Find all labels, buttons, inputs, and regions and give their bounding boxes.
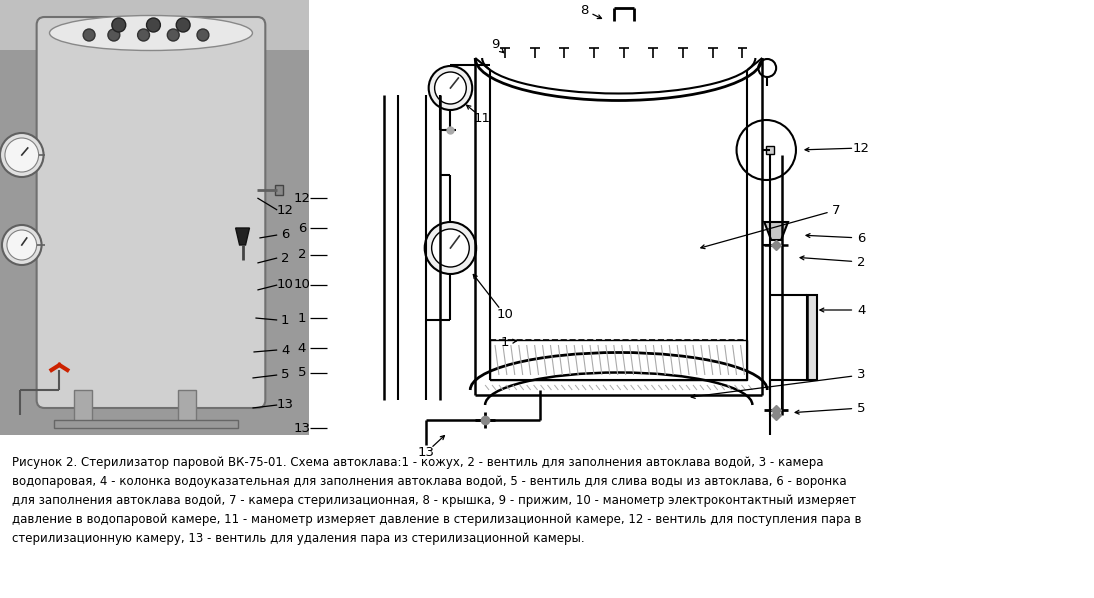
Text: 10: 10 bbox=[293, 279, 311, 291]
Text: 13: 13 bbox=[417, 447, 434, 459]
Text: 10: 10 bbox=[497, 309, 513, 322]
Text: 2: 2 bbox=[281, 252, 290, 264]
Circle shape bbox=[429, 66, 473, 110]
Text: 6: 6 bbox=[298, 221, 306, 234]
Text: 6: 6 bbox=[857, 231, 865, 245]
Circle shape bbox=[424, 222, 476, 274]
Bar bbox=[807, 295, 817, 380]
Text: 6: 6 bbox=[281, 228, 289, 242]
Polygon shape bbox=[765, 222, 788, 240]
Circle shape bbox=[112, 18, 126, 32]
Circle shape bbox=[434, 72, 466, 104]
Text: 5: 5 bbox=[857, 401, 865, 414]
Text: 11: 11 bbox=[474, 111, 490, 124]
Text: 3: 3 bbox=[857, 368, 865, 382]
Text: 7: 7 bbox=[833, 203, 841, 216]
Circle shape bbox=[0, 133, 44, 177]
Circle shape bbox=[2, 225, 42, 265]
Bar bbox=[0, 0, 309, 435]
Bar bbox=[490, 340, 747, 380]
Text: 10: 10 bbox=[277, 279, 293, 291]
Text: для заполнения автоклава водой, 7 - камера стерилизационная, 8 - крышка, 9 - при: для заполнения автоклава водой, 7 - каме… bbox=[12, 494, 856, 507]
Bar bbox=[766, 146, 775, 154]
Bar bbox=[0, 0, 309, 50]
Text: водопаровая, 4 - колонка водоуказательная для заполнения автоклава водой, 5 - ве: водопаровая, 4 - колонка водоуказательна… bbox=[12, 475, 847, 488]
Text: 2: 2 bbox=[298, 249, 306, 261]
FancyBboxPatch shape bbox=[36, 17, 266, 408]
Text: 13: 13 bbox=[293, 422, 311, 435]
Text: 12: 12 bbox=[853, 142, 870, 154]
Text: 2: 2 bbox=[857, 255, 865, 269]
Text: 12: 12 bbox=[277, 203, 293, 216]
Circle shape bbox=[7, 230, 36, 260]
Circle shape bbox=[5, 138, 38, 172]
Text: 4: 4 bbox=[281, 343, 289, 356]
Text: 5: 5 bbox=[281, 368, 290, 382]
Circle shape bbox=[138, 29, 150, 41]
Text: 1: 1 bbox=[298, 312, 306, 325]
Circle shape bbox=[432, 229, 469, 267]
Text: давление в водопаровой камере, 11 - манометр измеряет давление в стерилизационно: давление в водопаровой камере, 11 - мано… bbox=[12, 513, 861, 526]
Text: 1: 1 bbox=[281, 313, 290, 327]
Text: стерилизационную камеру, 13 - вентиль для удаления пара из стерилизационной каме: стерилизационную камеру, 13 - вентиль дл… bbox=[12, 532, 584, 545]
Ellipse shape bbox=[49, 16, 253, 50]
Text: 5: 5 bbox=[298, 367, 306, 380]
Text: 12: 12 bbox=[293, 191, 311, 205]
Bar bbox=[178, 390, 196, 425]
Circle shape bbox=[83, 29, 95, 41]
Text: 1: 1 bbox=[501, 335, 509, 349]
Circle shape bbox=[147, 18, 161, 32]
Text: Рисунок 2. Стерилизатор паровой ВК-75-01. Схема автоклава:1 - кожух, 2 - вентиль: Рисунок 2. Стерилизатор паровой ВК-75-01… bbox=[12, 456, 824, 469]
Circle shape bbox=[108, 29, 119, 41]
Circle shape bbox=[167, 29, 179, 41]
Bar bbox=[276, 185, 283, 195]
Circle shape bbox=[197, 29, 209, 41]
Bar bbox=[55, 420, 237, 428]
Text: 9: 9 bbox=[491, 38, 499, 51]
Text: 8: 8 bbox=[580, 4, 589, 17]
Circle shape bbox=[176, 18, 190, 32]
Text: 4: 4 bbox=[298, 341, 306, 355]
Text: 13: 13 bbox=[277, 398, 293, 411]
Text: 4: 4 bbox=[857, 304, 865, 316]
Polygon shape bbox=[235, 228, 249, 245]
Bar bbox=[74, 390, 92, 425]
